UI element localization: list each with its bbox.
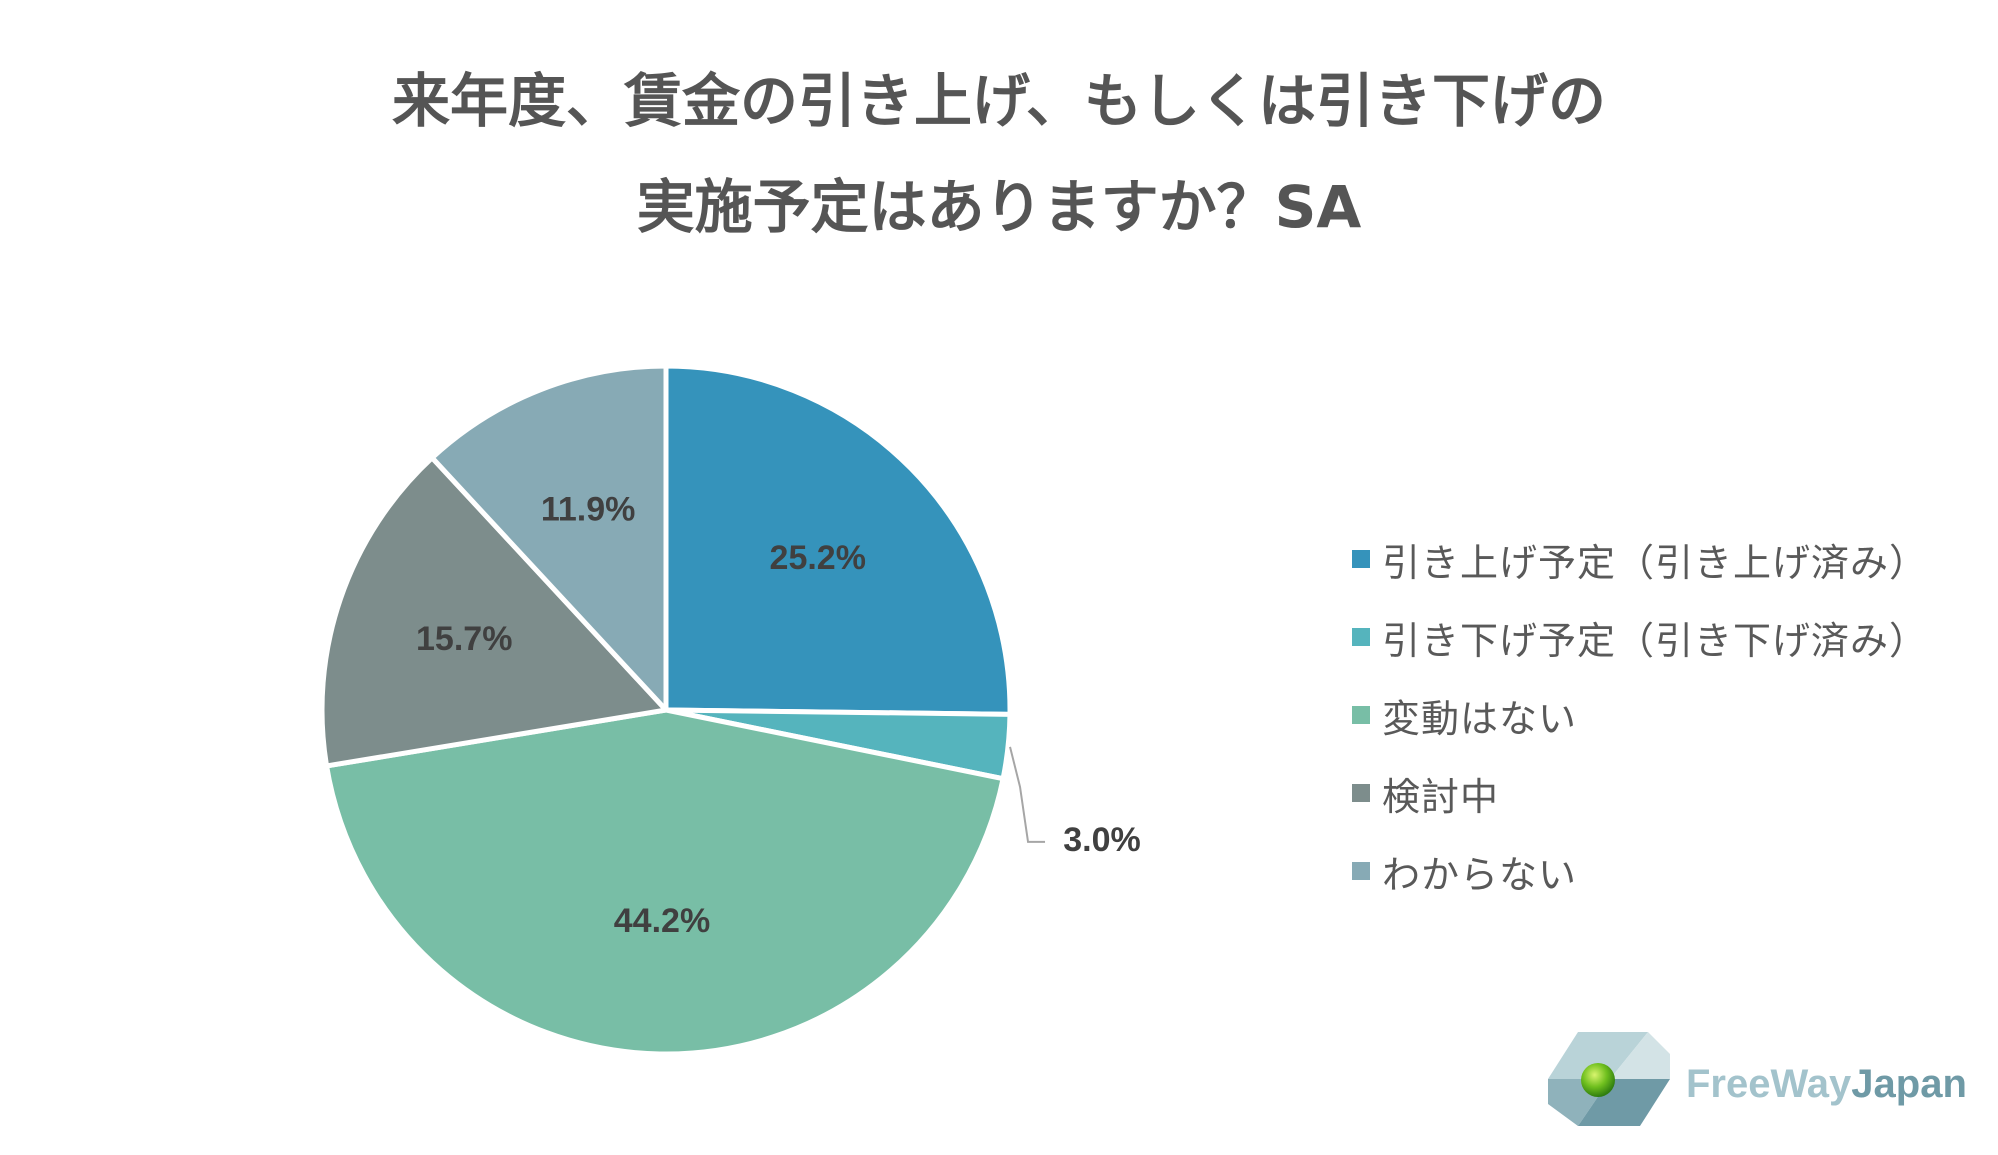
chart-legend: 引き上げ予定（引き上げ済み） 引き下げ予定（引き下げ済み） 変動はない 検討中 … bbox=[1352, 520, 1928, 910]
legend-item-unknown: わからない bbox=[1352, 832, 1928, 910]
legend-item-lower: 引き下げ予定（引き下げ済み） bbox=[1352, 598, 1928, 676]
chart-title: 来年度、賃金の引き上げ、もしくは引き下げの 実施予定はありますか？SA bbox=[0, 48, 1998, 260]
pie-slice-no-change bbox=[324, 707, 1006, 1057]
legend-swatch-lower bbox=[1352, 628, 1370, 646]
leader-line-lower bbox=[1009, 746, 1046, 843]
legend-swatch-considering bbox=[1352, 784, 1370, 802]
data-label-unknown: 11.9% bbox=[541, 490, 636, 528]
pie-slice-raise bbox=[663, 363, 1013, 717]
legend-swatch-raise bbox=[1352, 550, 1370, 568]
legend-label-raise: 引き上げ予定（引き上げ済み） bbox=[1382, 540, 1929, 585]
freewayjapan-logo: FreeWayJapan bbox=[1548, 1024, 1968, 1134]
chart-title-line-2: 実施予定はありますか？SA bbox=[636, 173, 1362, 241]
legend-label-no-change: 変動はない bbox=[1382, 696, 1578, 741]
data-label-raise: 25.2% bbox=[770, 539, 866, 577]
data-label-considering: 15.7% bbox=[416, 620, 512, 658]
pie-slice-considering bbox=[319, 455, 669, 769]
pie-slice-unknown bbox=[429, 363, 669, 713]
legend-label-unknown: わからない bbox=[1382, 852, 1578, 897]
legend-item-no-change: 変動はない bbox=[1352, 676, 1928, 754]
chart-title-line-1: 来年度、賃金の引き上げ、もしくは引き下げの bbox=[392, 67, 1606, 135]
logo-text-freeway: FreeWay bbox=[1686, 1062, 1852, 1106]
legend-label-lower: 引き下げ予定（引き下げ済み） bbox=[1382, 618, 1929, 663]
logo-text-japan: Japan bbox=[1851, 1062, 1967, 1106]
logo-text: FreeWayJapan bbox=[1686, 1062, 1967, 1107]
legend-swatch-unknown bbox=[1352, 862, 1370, 880]
data-label-no-change: 44.2% bbox=[614, 902, 710, 940]
legend-swatch-no-change bbox=[1352, 706, 1370, 724]
logo-mark-icon bbox=[1548, 1032, 1670, 1126]
data-label-lower: 3.0% bbox=[1063, 821, 1141, 859]
legend-label-considering: 検討中 bbox=[1382, 774, 1500, 819]
legend-item-raise: 引き上げ予定（引き上げ済み） bbox=[1352, 520, 1928, 598]
legend-item-considering: 検討中 bbox=[1352, 754, 1928, 832]
